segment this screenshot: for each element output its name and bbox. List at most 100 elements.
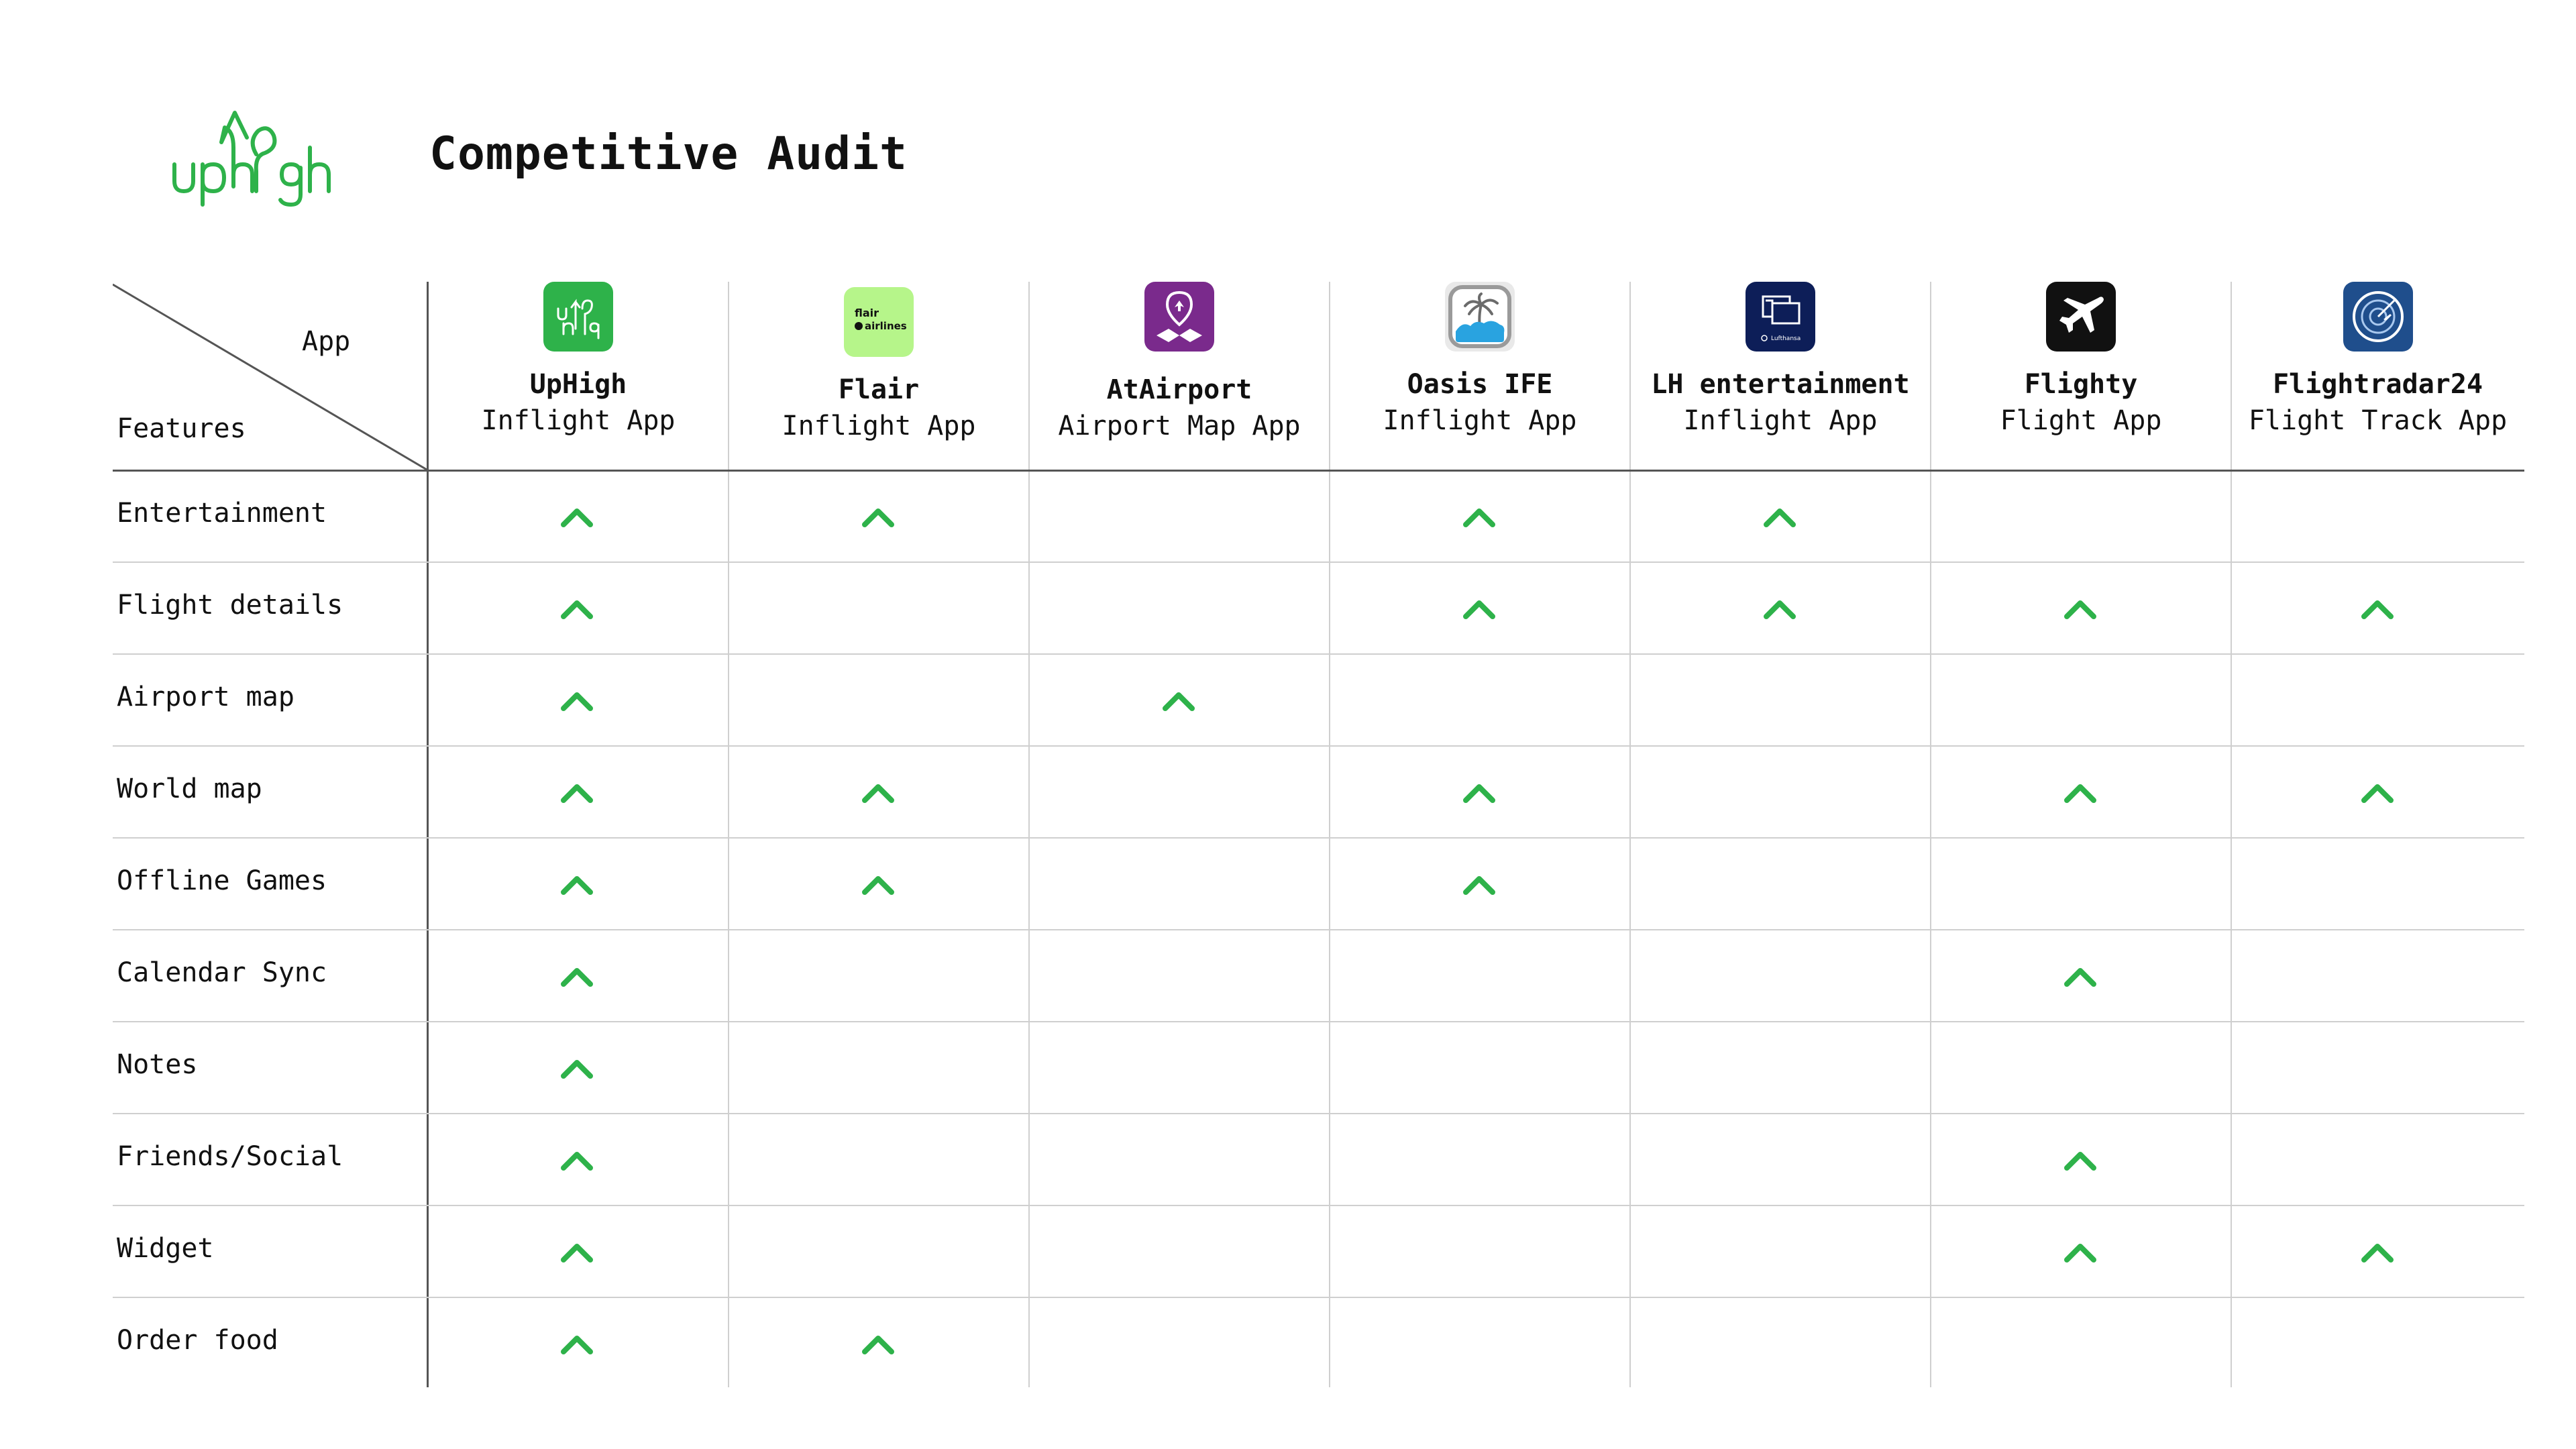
chevron-up-icon xyxy=(559,506,594,529)
row-divider xyxy=(113,561,2524,563)
airplane-icon xyxy=(2059,297,2104,333)
chevron-up-icon xyxy=(2360,598,2395,621)
chevron-up-icon xyxy=(2063,965,2098,988)
chevron-up-icon xyxy=(861,506,896,529)
app-name: Flair xyxy=(838,374,920,405)
chevron-up-icon xyxy=(2063,598,2098,621)
chevron-up-icon xyxy=(559,1333,594,1356)
app-subtitle: Inflight App xyxy=(782,411,976,441)
row-divider xyxy=(113,1205,2524,1206)
app-subtitle: Airport Map App xyxy=(1058,411,1301,441)
app-header-flightradar24: Flightradar24 Flight Track App xyxy=(2231,282,2524,471)
uphigh-logo-icon xyxy=(557,299,600,339)
lufthansa-app-icon: Lufthansa xyxy=(1746,282,1815,352)
app-header-lufthansa: Lufthansa LH entertainment Inflight App xyxy=(1630,282,1931,471)
chevron-up-icon xyxy=(2360,782,2395,804)
chevron-up-icon xyxy=(1762,598,1797,621)
header-divider xyxy=(113,470,2524,472)
row-divider xyxy=(113,1297,2524,1298)
feature-label-notes: Notes xyxy=(117,1049,198,1080)
chevron-up-icon xyxy=(1462,506,1497,529)
chevron-up-icon xyxy=(2360,1241,2395,1264)
column-divider xyxy=(1028,282,1030,1387)
app-name: AtAirport xyxy=(1106,374,1252,405)
uphigh-app-icon xyxy=(543,282,613,352)
chevron-up-icon xyxy=(559,965,594,988)
feature-label-entertainment: Entertainment xyxy=(117,498,327,529)
app-name: Flighty xyxy=(2024,369,2138,400)
chevron-up-icon xyxy=(559,873,594,896)
app-name: Flightradar24 xyxy=(2272,369,2483,400)
chevron-up-icon xyxy=(559,690,594,712)
chevron-up-icon xyxy=(861,873,896,896)
column-divider xyxy=(728,282,729,1387)
uphigh-logo-icon xyxy=(172,111,331,207)
app-subtitle: Flight Track App xyxy=(2248,405,2508,436)
app-subtitle: Inflight App xyxy=(1383,405,1577,436)
feature-label-offline-games: Offline Games xyxy=(117,865,327,896)
app-subtitle: Inflight App xyxy=(1683,405,1878,436)
corner-features-label: Features xyxy=(117,413,246,444)
row-divider xyxy=(113,929,2524,930)
app-name: Oasis IFE xyxy=(1407,369,1553,400)
column-divider xyxy=(427,282,429,1387)
oasis-app-icon xyxy=(1445,282,1515,352)
flair-airlines-icon: flair airlines xyxy=(844,287,914,357)
app-header-flighty: Flighty Flight App xyxy=(1931,282,2231,471)
flightradar24-app-icon xyxy=(2343,282,2413,352)
chevron-up-icon xyxy=(1462,873,1497,896)
chevron-up-icon xyxy=(2063,1241,2098,1264)
feature-label-airport-map: Airport map xyxy=(117,682,294,712)
corner-diagonal-line xyxy=(113,283,427,471)
column-divider xyxy=(1629,282,1631,1387)
chevron-up-icon xyxy=(2063,1149,2098,1172)
lufthansa-screen-icon: Lufthansa xyxy=(1761,295,1801,342)
atairport-app-icon xyxy=(1144,282,1214,352)
app-name: LH entertainment xyxy=(1651,369,1910,400)
svg-text:Lufthansa: Lufthansa xyxy=(1771,335,1801,342)
feature-label-friends-social: Friends/Social xyxy=(117,1141,343,1172)
comparison-table: App Features UpHigh Inflight App flair a… xyxy=(113,282,2524,1387)
chevron-up-icon xyxy=(559,1057,594,1080)
chevron-up-icon xyxy=(559,1149,594,1172)
chevron-up-icon xyxy=(559,598,594,621)
feature-label-widget: Widget xyxy=(117,1233,214,1264)
chevron-up-icon xyxy=(2063,782,2098,804)
chevron-up-icon xyxy=(1462,782,1497,804)
uphigh-logo xyxy=(168,107,335,208)
app-subtitle: Inflight App xyxy=(481,405,676,436)
app-header-oasis: Oasis IFE Inflight App xyxy=(1330,282,1630,471)
chevron-up-icon xyxy=(1161,690,1196,712)
row-divider xyxy=(113,1021,2524,1022)
app-name: UpHigh xyxy=(529,369,627,400)
app-header-flair: flair airlines Flair Inflight App xyxy=(729,282,1029,471)
row-divider xyxy=(113,745,2524,747)
flair-logo-icon: flair airlines xyxy=(855,307,907,332)
flighty-app-icon xyxy=(2046,282,2116,352)
column-divider xyxy=(1930,282,1931,1387)
feature-label-order-food: Order food xyxy=(117,1325,278,1356)
map-pin-icon xyxy=(1157,290,1202,342)
radar-icon xyxy=(2352,291,2404,342)
svg-text:airlines: airlines xyxy=(865,320,907,332)
app-subtitle: Flight App xyxy=(2000,405,2162,436)
feature-label-calendar-sync: Calendar Sync xyxy=(117,957,327,988)
page-title: Competitive Audit xyxy=(429,127,908,180)
row-divider xyxy=(113,837,2524,839)
chevron-up-icon xyxy=(559,1241,594,1264)
chevron-up-icon xyxy=(1462,598,1497,621)
chevron-up-icon xyxy=(1762,506,1797,529)
column-divider xyxy=(2231,282,2232,1387)
palm-island-icon xyxy=(1448,285,1511,348)
chevron-up-icon xyxy=(861,782,896,804)
feature-label-world-map: World map xyxy=(117,773,262,804)
row-divider xyxy=(113,1113,2524,1114)
app-header-uphigh: UpHigh Inflight App xyxy=(428,282,729,471)
corner-app-label: App xyxy=(302,326,351,357)
column-divider xyxy=(1329,282,1330,1387)
chevron-up-icon xyxy=(861,1333,896,1356)
app-header-atairport: AtAirport Airport Map App xyxy=(1029,282,1330,471)
feature-label-flight-details: Flight details xyxy=(117,590,343,621)
row-divider xyxy=(113,653,2524,655)
svg-text:flair: flair xyxy=(855,307,879,319)
